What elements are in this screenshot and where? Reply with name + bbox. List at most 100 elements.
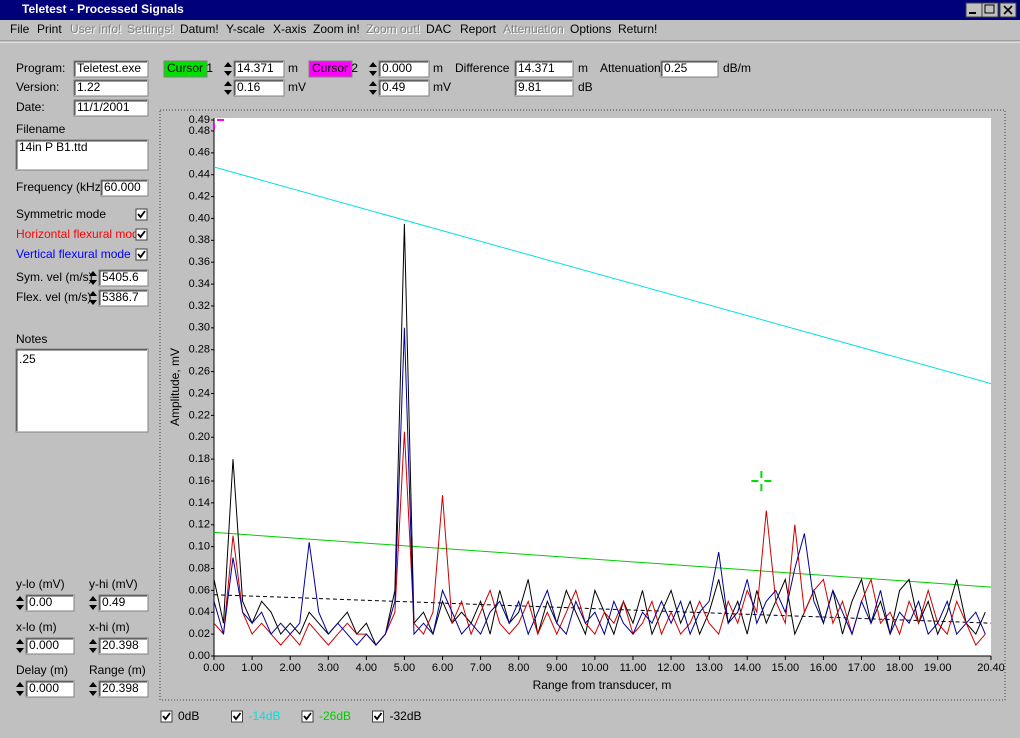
sym_vel-field-box[interactable] bbox=[98, 269, 149, 287]
menu-item[interactable]: User info! bbox=[70, 22, 121, 36]
spin-down[interactable] bbox=[89, 300, 97, 305]
menu-item[interactable]: Print bbox=[37, 22, 62, 36]
limit-field: 0.00 bbox=[29, 595, 53, 609]
frequency-field: 60.000 bbox=[104, 180, 141, 194]
spin-down[interactable] bbox=[224, 90, 232, 95]
legend-label[interactable]: 0dB bbox=[178, 709, 199, 723]
attenuation-field-box[interactable] bbox=[660, 60, 719, 78]
spin-up[interactable] bbox=[16, 639, 24, 644]
difference-level-box[interactable] bbox=[514, 79, 574, 97]
cursor-swatch[interactable] bbox=[308, 60, 353, 78]
menu-item[interactable]: Datum! bbox=[180, 22, 219, 36]
menu-item-shadow: Settings! bbox=[128, 23, 175, 37]
limit-label: x-hi (m) bbox=[89, 620, 130, 634]
menu-item[interactable]: Options bbox=[570, 22, 611, 36]
spin-up[interactable] bbox=[369, 81, 377, 86]
menu-item[interactable]: DAC bbox=[426, 22, 452, 36]
spin-up[interactable] bbox=[89, 291, 97, 296]
limit-field-box[interactable] bbox=[25, 637, 75, 655]
difference-position-box[interactable] bbox=[514, 60, 574, 78]
attenuation-label: Attenuation bbox=[600, 61, 661, 75]
dac-line bbox=[214, 531, 991, 588]
filename-field-box[interactable] bbox=[15, 139, 149, 171]
x-tick-label: 12.00 bbox=[657, 662, 685, 674]
cursor-position-box[interactable] bbox=[233, 60, 285, 78]
spin-down[interactable] bbox=[369, 71, 377, 76]
spin-up[interactable] bbox=[16, 682, 24, 687]
spin-down[interactable] bbox=[89, 605, 97, 610]
menu-item-shadow: User info! bbox=[71, 23, 122, 37]
spin-up[interactable] bbox=[89, 271, 97, 276]
program-field-bevel bbox=[74, 61, 147, 76]
spin-down[interactable] bbox=[16, 648, 24, 653]
spin-down[interactable] bbox=[89, 280, 97, 285]
spin-up[interactable] bbox=[16, 596, 24, 601]
spin-up[interactable] bbox=[224, 81, 232, 86]
spin-up[interactable] bbox=[369, 62, 377, 67]
cursor-label: Cursor 1 bbox=[167, 61, 213, 75]
mode-label: Vertical flexural mode bbox=[16, 247, 131, 261]
y-tick-label: 0.42 bbox=[189, 190, 210, 202]
y-tick-label: 0.08 bbox=[189, 562, 210, 574]
menu-item[interactable]: Y-scale bbox=[226, 22, 265, 36]
y-tick-label: 0.26 bbox=[189, 365, 210, 377]
spin-down[interactable] bbox=[224, 71, 232, 76]
version-field-box[interactable] bbox=[73, 79, 149, 97]
unit: dB/m bbox=[723, 61, 751, 75]
version-label: Version: bbox=[16, 80, 59, 94]
menu-item[interactable]: Settings! bbox=[127, 22, 174, 36]
y-tick-label: 0.48 bbox=[189, 125, 210, 137]
limit-label: Delay (m) bbox=[16, 663, 68, 677]
x-tick-label: 20.40 bbox=[977, 662, 1005, 674]
legend-label[interactable]: -26dB bbox=[319, 709, 351, 723]
cursor-swatch[interactable] bbox=[163, 60, 208, 78]
cursor-position-bevel bbox=[234, 61, 283, 76]
spin-up[interactable] bbox=[89, 639, 97, 644]
legend-label[interactable]: -14dB bbox=[249, 709, 281, 723]
menu-item-shadow: Zoom out! bbox=[367, 23, 421, 37]
date-field-box[interactable] bbox=[73, 99, 149, 117]
x-tick-label: 14.00 bbox=[733, 662, 761, 674]
spin-down[interactable] bbox=[89, 648, 97, 653]
spin-up[interactable] bbox=[224, 62, 232, 67]
version-field-bevel bbox=[74, 80, 147, 95]
menu-item[interactable]: Zoom in! bbox=[313, 22, 360, 36]
limit-field-box[interactable] bbox=[25, 680, 75, 698]
menu-item[interactable]: Zoom out! bbox=[366, 22, 420, 36]
limit-field-box[interactable] bbox=[98, 637, 149, 655]
cursor-amplitude-bevel bbox=[379, 80, 428, 95]
check-mark bbox=[162, 712, 171, 721]
menu-item[interactable]: Attenuation bbox=[503, 22, 564, 36]
cursor-amplitude-bevel bbox=[234, 80, 283, 95]
limit-field: 0.49 bbox=[102, 595, 126, 609]
legend-label[interactable]: -32dB bbox=[390, 709, 422, 723]
difference-position-bevel bbox=[515, 61, 572, 76]
cursor-amplitude-box[interactable] bbox=[233, 79, 285, 97]
notes-field-box[interactable] bbox=[15, 348, 149, 433]
frequency-field-box[interactable] bbox=[100, 179, 149, 197]
spin-down[interactable] bbox=[89, 691, 97, 696]
unit: m bbox=[578, 61, 588, 75]
limit-field-box[interactable] bbox=[25, 594, 75, 612]
spin-down[interactable] bbox=[369, 90, 377, 95]
limit-label: Range (m) bbox=[89, 663, 146, 677]
spin-up[interactable] bbox=[89, 596, 97, 601]
menu-item[interactable]: Report bbox=[460, 22, 497, 36]
menu-item[interactable]: X-axis bbox=[273, 22, 306, 36]
menu-item[interactable]: File bbox=[10, 22, 30, 36]
spin-down[interactable] bbox=[16, 605, 24, 610]
limit-field-box[interactable] bbox=[98, 680, 149, 698]
limit-field-bevel bbox=[99, 681, 147, 696]
cursor-amplitude-box[interactable] bbox=[378, 79, 430, 97]
minimize-button[interactable] bbox=[965, 2, 983, 18]
x-tick-label: 8.00 bbox=[508, 662, 529, 674]
limit-field-box[interactable] bbox=[98, 594, 149, 612]
y-tick-label: 0.12 bbox=[189, 519, 210, 531]
spin-down[interactable] bbox=[16, 691, 24, 696]
x-tick-label: 1.00 bbox=[241, 662, 262, 674]
cursor-position-box[interactable] bbox=[378, 60, 430, 78]
menu-item[interactable]: Return! bbox=[618, 22, 657, 36]
spin-up[interactable] bbox=[89, 682, 97, 687]
program-field-box[interactable] bbox=[73, 60, 149, 78]
flex_vel-field-box[interactable] bbox=[98, 289, 149, 307]
